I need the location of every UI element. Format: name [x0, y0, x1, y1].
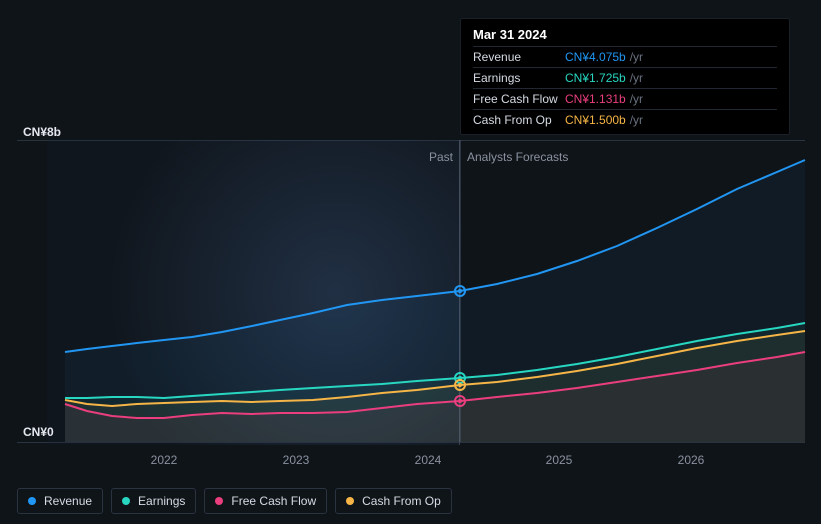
marker-dot-fcf — [458, 399, 462, 403]
tooltip-metric-label: Earnings — [473, 71, 565, 85]
legend-dot-icon — [122, 497, 130, 505]
tooltip-metric-value: CN¥4.075b — [565, 50, 626, 64]
tooltip-metric-value: CN¥1.500b — [565, 113, 626, 127]
financials-chart[interactable]: Past Analysts Forecasts CN¥8b CN¥0 20222… — [17, 0, 805, 524]
x-axis-tick: 2022 — [151, 453, 178, 467]
y-axis-tick-min: CN¥0 — [23, 425, 54, 439]
marker-dot-revenue — [458, 289, 462, 293]
tooltip-row: Free Cash FlowCN¥1.131b/yr — [473, 88, 777, 109]
tooltip-row: EarningsCN¥1.725b/yr — [473, 67, 777, 88]
tooltip-row: Cash From OpCN¥1.500b/yr — [473, 109, 777, 130]
x-axis-tick: 2025 — [546, 453, 573, 467]
y-axis-tick-max: CN¥8b — [23, 125, 61, 139]
tooltip-suffix: /yr — [630, 50, 643, 64]
chart-legend: Revenue Earnings Free Cash Flow Cash From O… — [17, 488, 452, 514]
legend-label: Cash From Op — [362, 494, 441, 508]
legend-label: Free Cash Flow — [231, 494, 316, 508]
legend-dot-icon — [215, 497, 223, 505]
legend-dot-icon — [28, 497, 36, 505]
tooltip-row: RevenueCN¥4.075b/yr — [473, 46, 777, 67]
legend-dot-icon — [346, 497, 354, 505]
legend-label: Earnings — [138, 494, 185, 508]
x-axis-tick: 2023 — [283, 453, 310, 467]
marker-dot-cashop — [458, 383, 462, 387]
tooltip-metric-value: CN¥1.725b — [565, 71, 626, 85]
legend-item-fcf[interactable]: Free Cash Flow — [204, 488, 327, 514]
tooltip-metric-label: Revenue — [473, 50, 565, 64]
legend-item-earnings[interactable]: Earnings — [111, 488, 196, 514]
legend-item-revenue[interactable]: Revenue — [17, 488, 103, 514]
tooltip-suffix: /yr — [630, 113, 643, 127]
tooltip-metric-value: CN¥1.131b — [565, 92, 626, 106]
tooltip-metric-label: Cash From Op — [473, 113, 565, 127]
legend-label: Revenue — [44, 494, 92, 508]
legend-item-cashop[interactable]: Cash From Op — [335, 488, 452, 514]
tooltip-suffix: /yr — [630, 71, 643, 85]
tooltip-suffix: /yr — [630, 92, 643, 106]
tooltip-date: Mar 31 2024 — [473, 27, 777, 46]
x-axis-tick: 2024 — [415, 453, 442, 467]
chart-tooltip: Mar 31 2024 RevenueCN¥4.075b/yrEarningsC… — [460, 18, 790, 135]
tooltip-metric-label: Free Cash Flow — [473, 92, 565, 106]
x-axis-tick: 2026 — [678, 453, 705, 467]
